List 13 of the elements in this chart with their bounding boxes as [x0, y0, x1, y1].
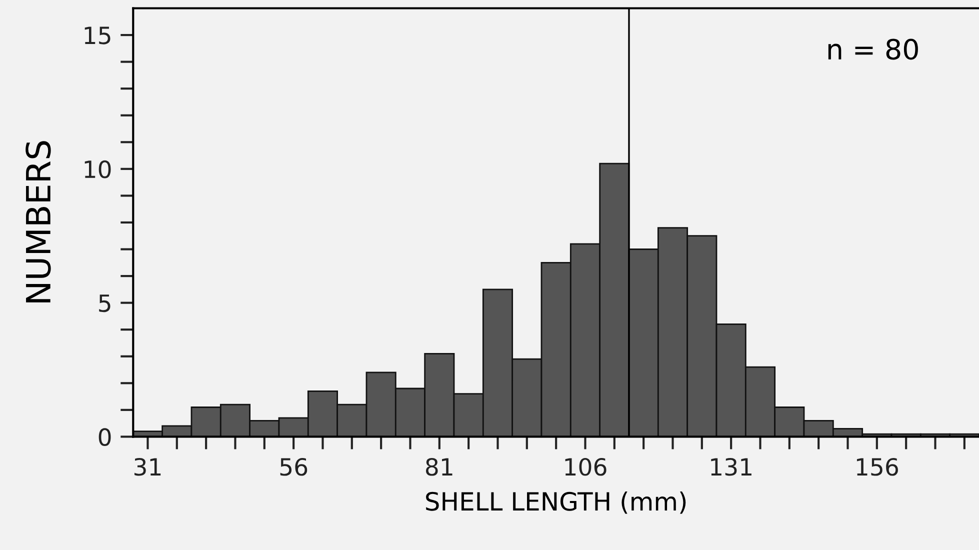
y-axis-title: NUMBERS	[26, 141, 51, 302]
x-tick-label: 131	[711, 458, 752, 476]
x-tick-label: 81	[426, 458, 452, 476]
x-tick-label: 156	[856, 458, 898, 476]
y-tick-label: 15	[84, 26, 110, 44]
y-tick-label: 0	[98, 428, 111, 446]
x-tick-label: 56	[280, 458, 308, 476]
y-tick-label: 5	[99, 294, 110, 312]
annotation: n = 80	[828, 38, 918, 60]
y-tick-label: 10	[84, 160, 111, 178]
x-axis-title: SHELL LENGTH (mm)	[426, 492, 686, 514]
x-tick-label: 106	[565, 458, 606, 476]
x-tick-label: 31	[134, 458, 161, 476]
